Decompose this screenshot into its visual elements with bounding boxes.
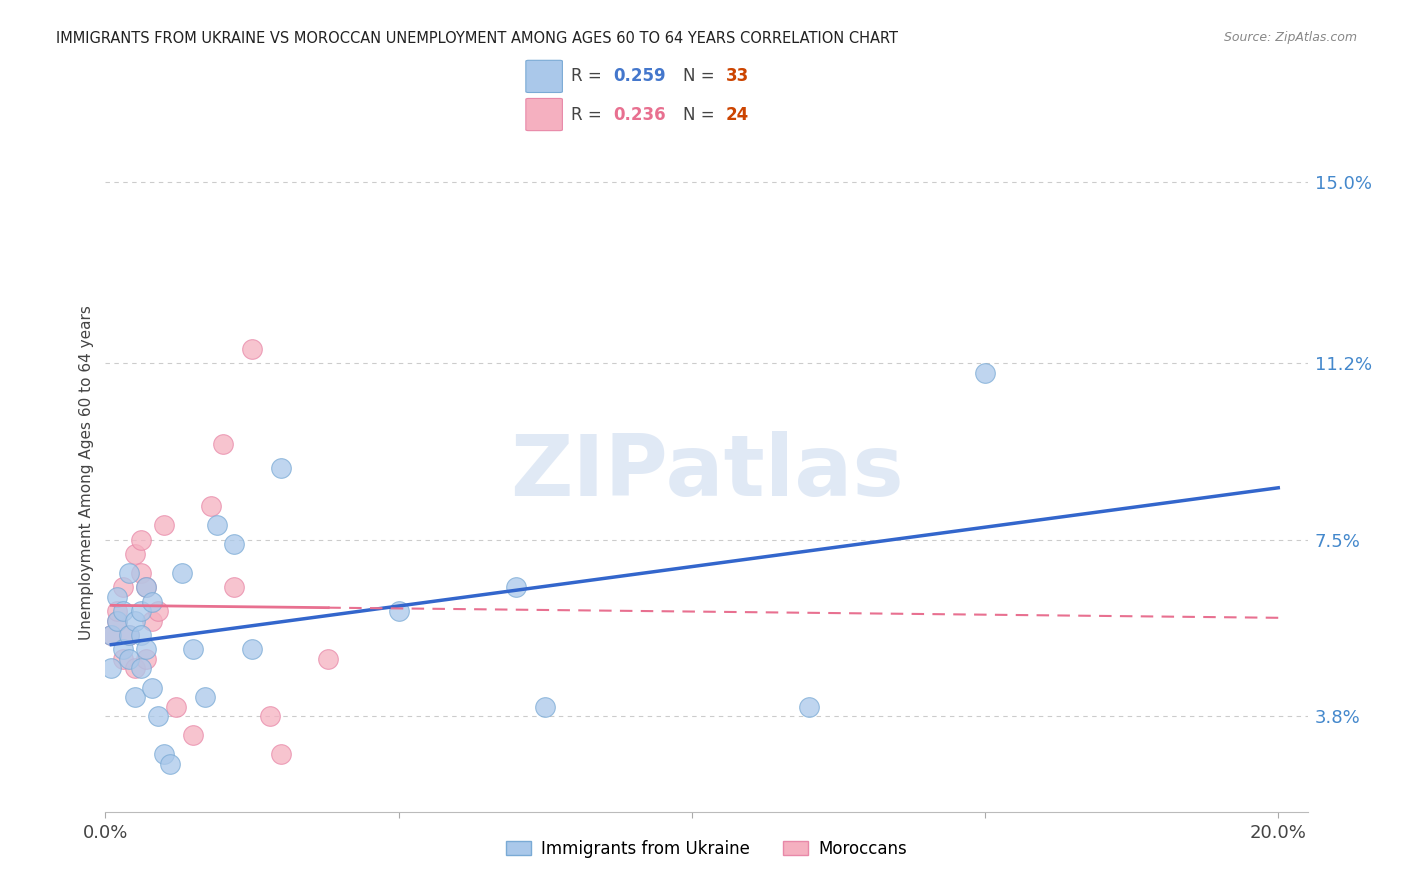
Point xyxy=(153,518,176,533)
Point xyxy=(388,604,411,618)
Point xyxy=(124,614,146,628)
Point xyxy=(100,628,122,642)
Text: R =: R = xyxy=(571,105,607,123)
Point xyxy=(118,628,141,642)
Point xyxy=(797,699,820,714)
Point xyxy=(129,628,152,642)
Y-axis label: Unemployment Among Ages 60 to 64 years: Unemployment Among Ages 60 to 64 years xyxy=(79,305,94,640)
Point xyxy=(135,642,157,657)
Point xyxy=(205,518,228,533)
Point xyxy=(270,747,292,762)
Point xyxy=(124,690,146,705)
Point xyxy=(112,604,135,618)
Point xyxy=(153,747,176,762)
Point xyxy=(129,604,152,618)
FancyBboxPatch shape xyxy=(526,61,562,93)
Point xyxy=(165,699,187,714)
Point xyxy=(118,566,141,580)
Point xyxy=(240,642,263,657)
Point xyxy=(105,604,128,618)
Point xyxy=(105,614,128,628)
Text: N =: N = xyxy=(683,105,720,123)
Point xyxy=(129,533,152,547)
Point xyxy=(974,366,997,380)
Point xyxy=(505,580,527,594)
Point xyxy=(135,652,157,666)
FancyBboxPatch shape xyxy=(526,98,562,130)
Text: 0.259: 0.259 xyxy=(613,68,665,86)
Text: R =: R = xyxy=(571,68,607,86)
Point xyxy=(183,728,205,742)
Point xyxy=(129,661,152,675)
Text: 24: 24 xyxy=(725,105,749,123)
Point xyxy=(148,709,170,723)
Point xyxy=(259,709,281,723)
Point xyxy=(316,652,339,666)
Point xyxy=(170,566,193,580)
Point xyxy=(534,699,557,714)
Point xyxy=(105,590,128,604)
Point xyxy=(141,595,163,609)
Point xyxy=(141,681,163,695)
Point xyxy=(112,652,135,666)
Point xyxy=(211,437,233,451)
Point xyxy=(118,628,141,642)
Point xyxy=(118,652,141,666)
Point xyxy=(129,566,152,580)
Point xyxy=(124,547,146,561)
Text: N =: N = xyxy=(683,68,720,86)
Point xyxy=(240,342,263,356)
Point xyxy=(112,642,135,657)
Point xyxy=(194,690,217,705)
Text: 33: 33 xyxy=(725,68,749,86)
Point xyxy=(100,628,122,642)
Point xyxy=(183,642,205,657)
Point xyxy=(100,661,122,675)
Point xyxy=(105,614,128,628)
Point xyxy=(112,580,135,594)
Legend: Immigrants from Ukraine, Moroccans: Immigrants from Ukraine, Moroccans xyxy=(499,833,914,864)
Text: ZIPatlas: ZIPatlas xyxy=(509,431,904,515)
Point xyxy=(124,661,146,675)
Text: IMMIGRANTS FROM UKRAINE VS MOROCCAN UNEMPLOYMENT AMONG AGES 60 TO 64 YEARS CORRE: IMMIGRANTS FROM UKRAINE VS MOROCCAN UNEM… xyxy=(56,31,898,46)
Point xyxy=(270,461,292,475)
Point xyxy=(148,604,170,618)
Point xyxy=(135,580,157,594)
Point xyxy=(224,537,246,551)
Point xyxy=(135,580,157,594)
Point xyxy=(224,580,246,594)
Text: 0.236: 0.236 xyxy=(613,105,665,123)
Point xyxy=(141,614,163,628)
Point xyxy=(159,756,181,771)
Text: Source: ZipAtlas.com: Source: ZipAtlas.com xyxy=(1223,31,1357,45)
Point xyxy=(200,499,222,513)
